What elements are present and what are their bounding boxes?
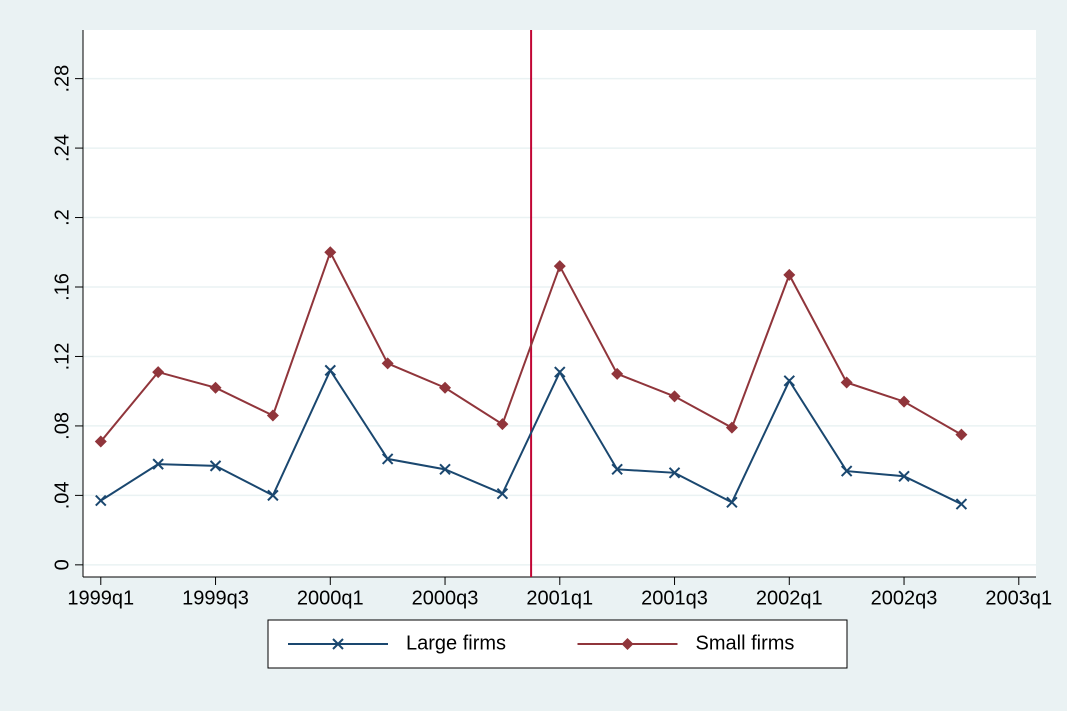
marker xyxy=(496,487,509,500)
marker xyxy=(152,366,165,379)
marker xyxy=(95,494,107,507)
legend-label: Large firms xyxy=(406,632,506,654)
legend: Large firms Small firms xyxy=(267,619,848,669)
marker xyxy=(266,409,279,422)
marker xyxy=(726,496,738,509)
marker xyxy=(381,357,394,370)
x-tick-label: 2002q1 xyxy=(756,587,823,609)
marker xyxy=(898,395,911,408)
marker xyxy=(267,489,279,502)
marker xyxy=(332,638,344,650)
marker xyxy=(668,467,681,479)
x-tick-label: 1999q1 xyxy=(67,587,134,609)
marker xyxy=(621,638,634,650)
marker xyxy=(554,366,566,378)
y-tick-label: .2 xyxy=(51,209,73,226)
legend-label: Small firms xyxy=(696,632,795,654)
x-tick-label: 1999q3 xyxy=(182,587,249,609)
marker xyxy=(439,381,452,394)
marker xyxy=(611,367,624,380)
marker xyxy=(381,453,394,465)
x-tick-label: 2000q1 xyxy=(297,587,364,609)
x-tick-label: 2001q3 xyxy=(641,587,708,609)
marker xyxy=(439,463,451,476)
marker xyxy=(840,376,853,389)
y-tick-label: .04 xyxy=(51,481,73,509)
marker xyxy=(611,463,623,476)
x-tick-label: 2000q3 xyxy=(412,587,479,609)
marker xyxy=(94,435,107,448)
y-tick-label: .16 xyxy=(51,273,73,301)
plot-area xyxy=(83,30,1036,577)
marker xyxy=(955,428,968,441)
y-tick-label: .12 xyxy=(51,343,73,371)
x-tick-label: 2002q3 xyxy=(871,587,938,609)
marker xyxy=(209,381,222,394)
marker xyxy=(898,470,910,482)
marker xyxy=(840,465,853,477)
marker xyxy=(955,498,968,510)
series-line xyxy=(100,249,962,443)
marker xyxy=(553,260,566,273)
marker xyxy=(324,364,336,377)
marker xyxy=(209,460,222,472)
marker xyxy=(152,458,164,470)
x-tick-label: 2001q1 xyxy=(526,587,593,609)
y-tick-label: .28 xyxy=(51,65,73,93)
series-line xyxy=(100,368,962,505)
y-tick-label: .24 xyxy=(51,134,73,162)
marker xyxy=(496,418,509,431)
marker xyxy=(668,390,681,403)
y-tick-label: 0 xyxy=(51,559,73,570)
marker xyxy=(725,421,738,434)
marker xyxy=(783,375,795,387)
marker xyxy=(324,246,337,259)
x-tick-label: 2003q1 xyxy=(985,587,1052,609)
marker xyxy=(783,268,796,281)
y-tick-label: .08 xyxy=(51,412,73,440)
